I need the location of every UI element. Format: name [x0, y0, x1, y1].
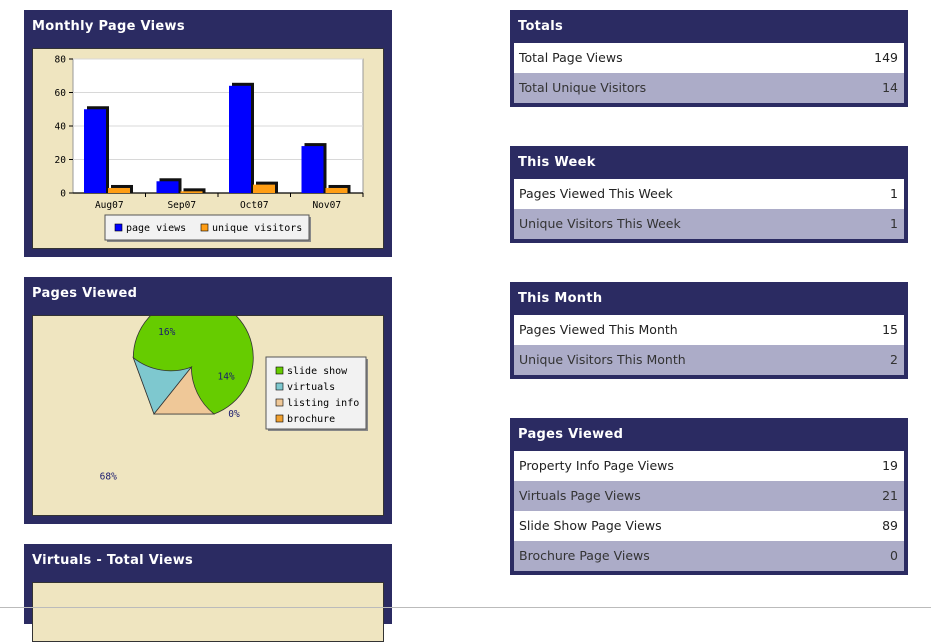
- stat-row: Pages Viewed This Week 1: [514, 179, 904, 209]
- stat-row: Pages Viewed This Month 15: [514, 315, 904, 345]
- stat-row: Slide Show Page Views 89: [514, 511, 904, 541]
- stat-value: 1: [890, 216, 898, 231]
- stat-row: Unique Visitors This Week 1: [514, 209, 904, 239]
- x-tick-label: Sep07: [167, 200, 196, 211]
- stat-label: Virtuals Page Views: [519, 488, 641, 503]
- stat-label: Total Page Views: [519, 50, 623, 65]
- pie-slice-listing-info: [153, 365, 216, 415]
- pie-percent-label: 16%: [158, 327, 175, 338]
- stat-row: Unique Visitors This Month 2: [514, 345, 904, 375]
- y-tick-label: 20: [55, 155, 67, 166]
- stat-label: Unique Visitors This Month: [519, 352, 686, 367]
- bar-shadow: [183, 188, 206, 193]
- x-tick-label: Nov07: [312, 200, 341, 211]
- stat-value: 19: [882, 458, 898, 473]
- virtuals-chart-box: [32, 582, 384, 642]
- stat-label: Brochure Page Views: [519, 548, 650, 563]
- pie-slice-virtuals: [132, 356, 193, 415]
- stat-value: 21: [882, 488, 898, 503]
- x-tick-label: Oct07: [240, 200, 269, 211]
- legend-swatch: [275, 398, 284, 407]
- panel-title: Totals: [518, 19, 564, 34]
- stat-row: Total Page Views 149: [514, 43, 904, 73]
- y-tick-label: 0: [60, 189, 66, 200]
- stat-label: Pages Viewed This Week: [519, 186, 673, 201]
- stat-value: 89: [882, 518, 898, 533]
- legend-label: unique visitors: [212, 223, 302, 234]
- panel-title: Monthly Page Views: [32, 19, 185, 34]
- bar-unique-visitors: [180, 191, 203, 193]
- legend-label: brochure: [287, 414, 335, 425]
- stat-value: 15: [882, 322, 898, 337]
- stat-value: 2: [890, 352, 898, 367]
- legend-swatch: [275, 366, 284, 375]
- legend-swatch: [275, 382, 284, 391]
- stat-value: 149: [874, 50, 898, 65]
- legend-label: virtuals: [287, 382, 335, 393]
- this-month-panel: This Month Pages Viewed This Month 15 Un…: [510, 282, 908, 379]
- y-tick-label: 80: [55, 55, 67, 66]
- stat-row: Total Unique Visitors 14: [514, 73, 904, 103]
- legend-label: slide show: [287, 366, 348, 377]
- legend-swatch: [200, 223, 209, 232]
- x-tick-label: Aug07: [95, 200, 124, 211]
- bar-page-views: [229, 85, 251, 193]
- pages-viewed-pie-chart: 68% 16% 14% 0% slide show virtuals listing inf…: [100, 316, 368, 483]
- bar-unique-visitors: [325, 187, 348, 193]
- y-tick-label: 40: [55, 122, 67, 133]
- stat-row: Virtuals Page Views 21: [514, 481, 904, 511]
- panel-title: This Week: [518, 155, 596, 170]
- legend-label: listing info: [287, 398, 359, 409]
- this-week-panel: This Week Pages Viewed This Week 1 Uniqu…: [510, 146, 908, 243]
- bar-unique-visitors: [253, 184, 275, 193]
- legend-swatch: [275, 414, 284, 423]
- pages-viewed-chart-panel: Pages Viewed 68% 16% 14% 0% slide show virtua…: [24, 277, 392, 524]
- monthly-page-views-panel: Monthly Page Views 0 20 40 60 80 Aug07 Sep07 Oc…: [24, 10, 392, 257]
- virtuals-total-views-panel: Virtuals - Total Views: [24, 544, 392, 642]
- bar-page-views: [156, 181, 179, 193]
- monthly-bar-chart: 0 20 40 60 80 Aug07 Sep07 Oct07 Nov07 page views u…: [55, 55, 364, 242]
- legend-swatch: [114, 223, 123, 232]
- bar-page-views: [301, 146, 324, 193]
- panel-title: This Month: [518, 291, 603, 306]
- pie-percent-label: 0%: [228, 409, 240, 420]
- stat-value: 1: [890, 186, 898, 201]
- legend-box: [104, 214, 310, 241]
- stat-label: Property Info Page Views: [519, 458, 674, 473]
- pie-chart-box: 68% 16% 14% 0% slide show virtuals listing inf…: [32, 315, 384, 516]
- stat-row: Brochure Page Views 0: [514, 541, 904, 571]
- stat-label: Slide Show Page Views: [519, 518, 662, 533]
- panel-title: Virtuals - Total Views: [32, 553, 194, 568]
- bar-unique-visitors: [108, 187, 130, 193]
- page-bottom-divider: [0, 607, 931, 608]
- pie-percent-label: 14%: [217, 371, 234, 382]
- totals-panel: Totals Total Page Views 149 Total Unique…: [510, 10, 908, 107]
- stat-value: 0: [890, 548, 898, 563]
- stat-value: 14: [882, 80, 898, 95]
- panel-title: Pages Viewed: [518, 427, 624, 442]
- stat-label: Pages Viewed This Month: [519, 322, 678, 337]
- pie-percent-label: 68%: [100, 472, 117, 483]
- stat-row: Property Info Page Views 19: [514, 451, 904, 481]
- panel-title: Pages Viewed: [32, 286, 138, 301]
- y-tick-label: 60: [55, 88, 67, 99]
- pages-viewed-stats-panel: Pages Viewed Property Info Page Views 19…: [510, 418, 908, 575]
- legend-label: page views: [126, 223, 186, 234]
- monthly-chart-box: 0 20 40 60 80 Aug07 Sep07 Oct07 Nov07 page views u…: [32, 48, 384, 249]
- stat-label: Total Unique Visitors: [519, 80, 647, 95]
- bar-page-views: [84, 109, 106, 193]
- stat-label: Unique Visitors This Week: [519, 216, 681, 231]
